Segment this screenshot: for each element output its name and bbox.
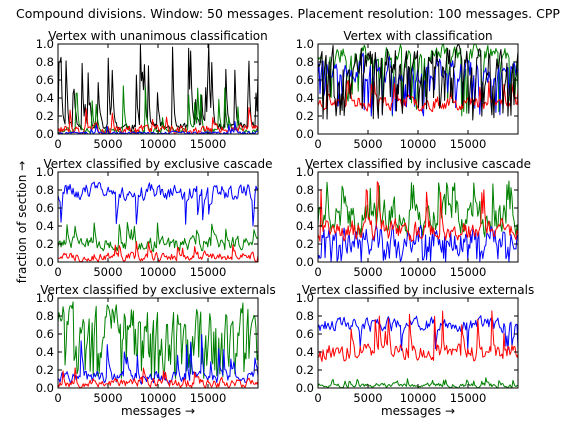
y-tick-label: 0.2 xyxy=(36,363,54,377)
y-tick-label: 0.0 xyxy=(36,255,54,269)
subplot-2: 0.0 0.2 0.4 0.6 0.8 1.0 0 5000 10000 15000 Vertex … xyxy=(296,29,519,151)
y-tick-label: 0.2 xyxy=(296,109,314,123)
y-tick-label: 0.8 xyxy=(36,183,54,197)
y-tick-label: 0.6 xyxy=(36,73,54,87)
figure-ylabel: fraction of section → xyxy=(15,161,29,283)
subplot-title: Vertex with classification xyxy=(343,29,492,43)
y-tick-label: 1.0 xyxy=(296,37,314,51)
y-tick-label: 0.8 xyxy=(36,309,54,323)
series-line-blue xyxy=(318,315,518,351)
x-tick-label: 0 xyxy=(54,265,61,279)
y-tick-label: 0.0 xyxy=(296,127,314,141)
subplot-6: 0.0 0.2 0.4 0.6 0.8 1.0 0 5000 10000 15000 Vertex … xyxy=(296,283,535,418)
subplot-1: 0.0 0.2 0.4 0.6 0.8 1.0 0 5000 10000 15000 Vertex … xyxy=(36,29,268,151)
y-tick-label: 1.0 xyxy=(36,165,54,179)
x-tick-label: 15000 xyxy=(450,137,487,151)
x-tick-label: 5000 xyxy=(93,391,122,405)
x-tick-label: 15000 xyxy=(190,137,227,151)
series-line-blue xyxy=(58,334,258,385)
x-tick-label: 15000 xyxy=(190,391,227,405)
x-tick-label: 15000 xyxy=(190,265,227,279)
series-group xyxy=(318,180,518,262)
y-tick-label: 0.4 xyxy=(36,345,54,359)
series-line-red xyxy=(58,367,258,388)
series-group xyxy=(318,44,518,121)
y-tick-label: 0.0 xyxy=(296,381,314,395)
plot-area xyxy=(58,172,258,262)
x-tick-label: 5000 xyxy=(93,137,122,151)
y-tick-label: 0.6 xyxy=(36,201,54,215)
y-tick-label: 0.8 xyxy=(296,183,314,197)
y-tick-label: 0.6 xyxy=(296,201,314,215)
subplot-title: Vertex classified by inclusive cascade xyxy=(305,157,531,171)
y-tick-label: 0.2 xyxy=(296,363,314,377)
y-tick-label: 0.4 xyxy=(296,345,314,359)
subplot-title: Vertex classified by inclusive externals xyxy=(302,283,534,297)
x-tick-label: 5000 xyxy=(353,391,382,405)
y-tick-label: 0.2 xyxy=(36,109,54,123)
y-tick-label: 0.2 xyxy=(36,237,54,251)
x-tick-label: 0 xyxy=(314,391,321,405)
y-tick-label: 0.0 xyxy=(36,127,54,141)
x-tick-label: 10000 xyxy=(400,391,437,405)
y-tick-label: 0.4 xyxy=(296,91,314,105)
y-tick-label: 0.4 xyxy=(36,219,54,233)
y-tick-label: 0.0 xyxy=(36,381,54,395)
x-tick-label: 5000 xyxy=(353,265,382,279)
subplot-4: 0.0 0.2 0.4 0.6 0.8 1.0 0 5000 10000 15000 Vertex … xyxy=(296,157,531,279)
series-group xyxy=(58,301,258,388)
y-tick-label: 0.6 xyxy=(36,327,54,341)
x-tick-label: 5000 xyxy=(353,137,382,151)
x-tick-label: 0 xyxy=(314,265,321,279)
series-line-blue xyxy=(58,181,258,227)
subplot-grid: 0.00.20.40.60.81.00 5000 10000 15000Vertex … xyxy=(36,29,535,418)
subplot-3: 0.0 0.2 0.4 0.6 0.8 1.0 0 5000 10000 15000 Vertex … xyxy=(36,157,273,279)
subplot-title: Vertex classified by exclusive cascade xyxy=(43,157,272,171)
x-axis-label: messages → xyxy=(121,404,195,418)
y-tick-label: 0.6 xyxy=(296,327,314,341)
series-line-black xyxy=(318,44,518,121)
x-tick-label: 15000 xyxy=(450,265,487,279)
y-tick-label: 0.2 xyxy=(296,237,314,251)
x-tick-label: 10000 xyxy=(400,137,437,151)
x-axis-label: messages → xyxy=(381,404,455,418)
y-tick-label: 0.8 xyxy=(296,309,314,323)
subplot-title: Vertex with unanimous classification xyxy=(48,29,268,43)
y-tick-label: 1.0 xyxy=(36,291,54,305)
series-line-green xyxy=(318,180,518,238)
x-tick-label: 0 xyxy=(54,391,61,405)
y-tick-label: 0.8 xyxy=(36,55,54,69)
y-tick-label: 0.6 xyxy=(296,73,314,87)
series-line-red xyxy=(318,310,518,362)
x-tick-label: 10000 xyxy=(140,391,177,405)
y-tick-label: 1.0 xyxy=(296,291,314,305)
y-tick-label: 0.8 xyxy=(296,55,314,69)
series-line-green xyxy=(58,221,258,253)
y-tick-label: 0.4 xyxy=(36,91,54,105)
subplot-title: Vertex classified by exclusive externals xyxy=(40,283,276,297)
x-tick-label: 0 xyxy=(314,137,321,151)
series-line-red xyxy=(318,181,518,242)
x-tick-label: 10000 xyxy=(140,137,177,151)
plot-area xyxy=(318,298,518,388)
x-tick-label: 15000 xyxy=(450,391,487,405)
subplot-5: 0.0 0.2 0.4 0.6 0.8 1.0 0 5000 10000 15000 Vertex … xyxy=(36,283,276,418)
series-line-green xyxy=(58,301,258,380)
x-tick-label: 10000 xyxy=(400,265,437,279)
series-line-red xyxy=(318,80,518,113)
y-tick-label: 1.0 xyxy=(36,37,54,51)
x-tick-label: 10000 xyxy=(140,265,177,279)
x-tick-label: 5000 xyxy=(93,265,122,279)
y-tick-label: 0.4 xyxy=(296,219,314,233)
y-tick-label: 1.0 xyxy=(296,165,314,179)
figure-suptitle: Compound divisions. Window: 50 messages.… xyxy=(16,6,560,21)
x-tick-label: 0 xyxy=(54,137,61,151)
series-line-blue xyxy=(318,224,518,262)
y-tick-label: 0.0 xyxy=(296,255,314,269)
